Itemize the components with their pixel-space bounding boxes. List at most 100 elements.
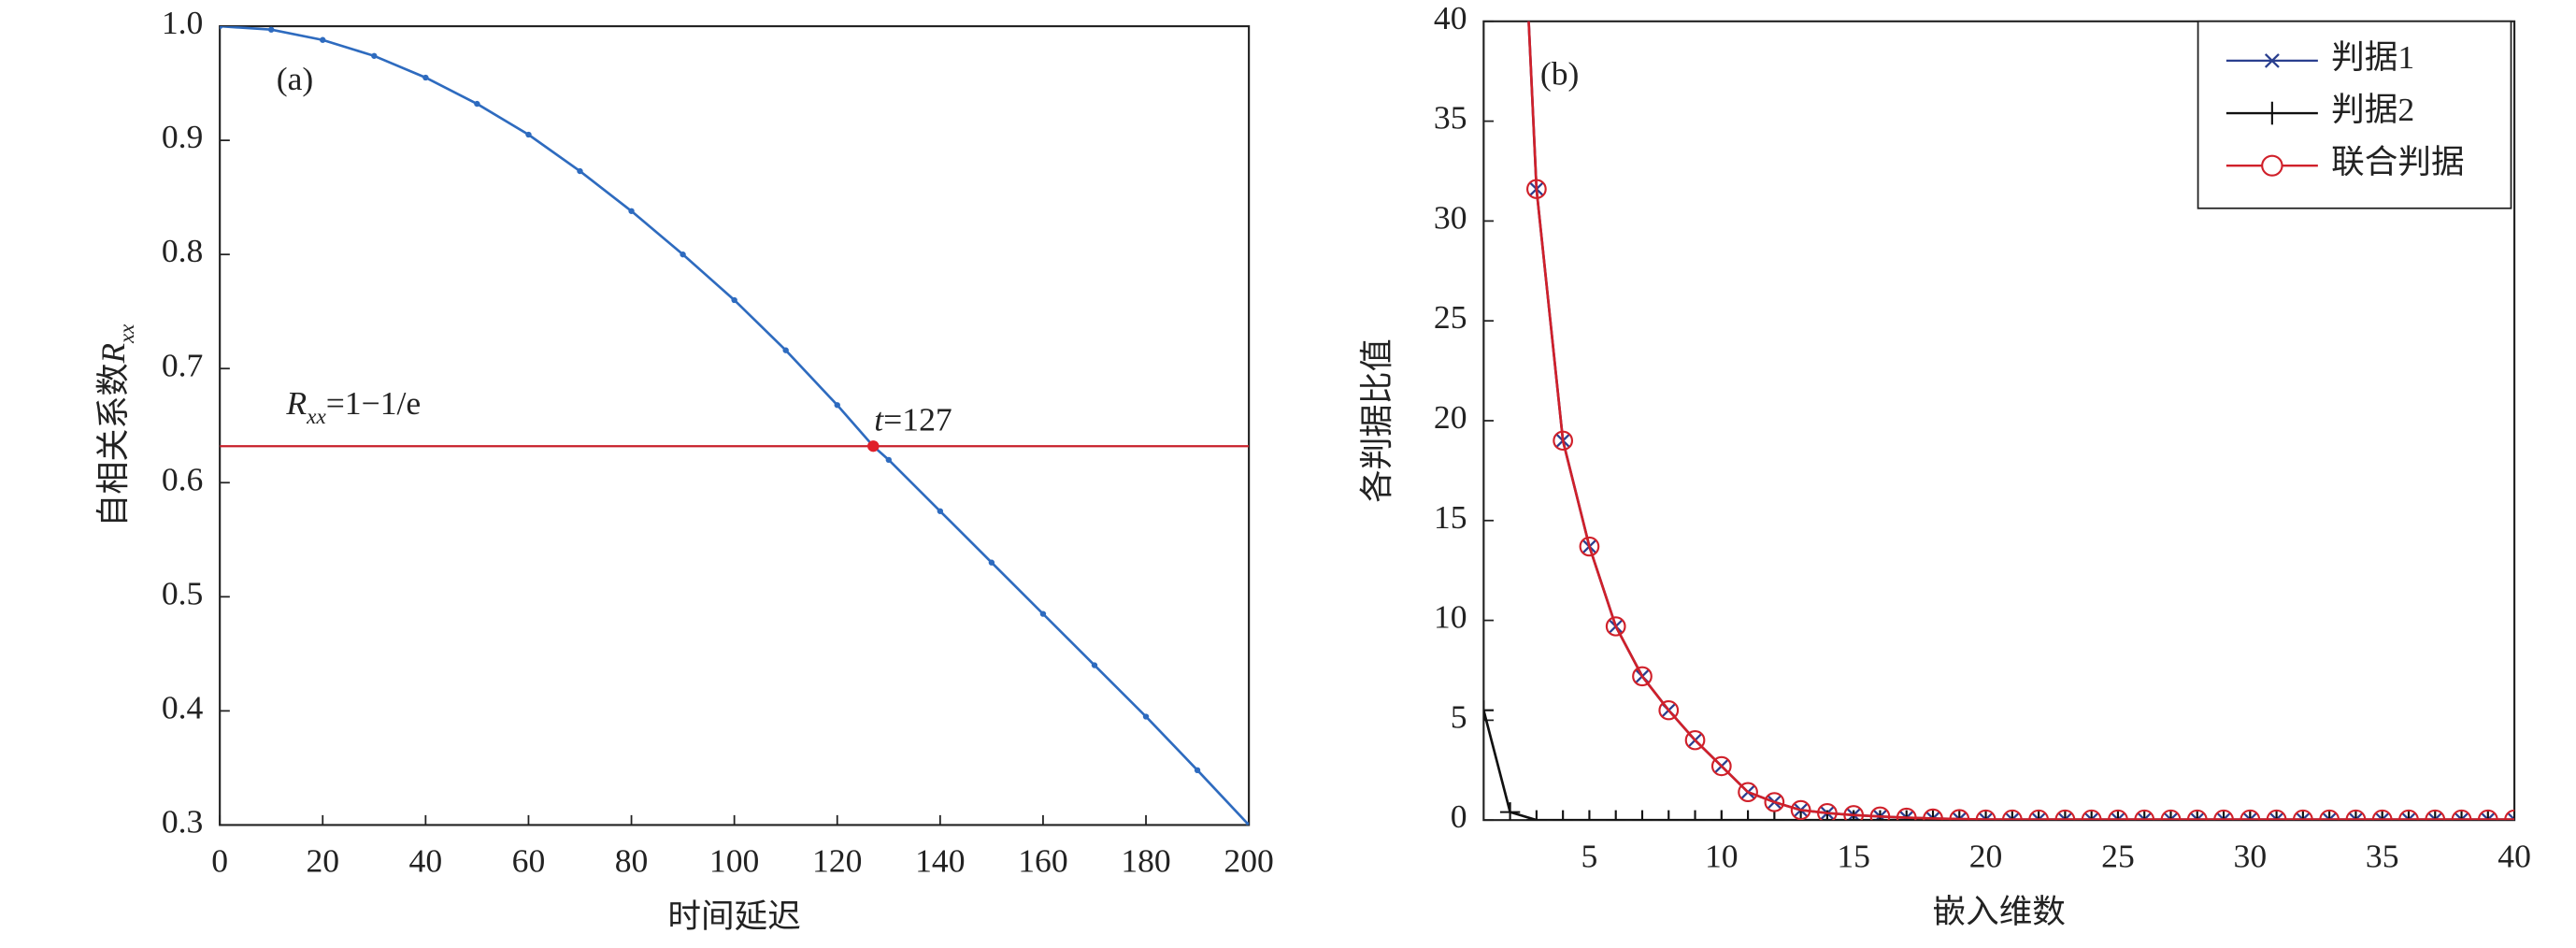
marker bbox=[2187, 810, 2208, 821]
y-tick-label: 25 bbox=[1434, 298, 1467, 336]
marker bbox=[2293, 809, 2313, 821]
marker bbox=[2425, 809, 2446, 821]
marker bbox=[1923, 810, 1943, 821]
marker bbox=[1738, 810, 1758, 821]
marker bbox=[1764, 792, 1785, 812]
marker bbox=[2160, 809, 2182, 821]
marker bbox=[731, 296, 737, 304]
marker bbox=[2186, 809, 2208, 821]
marker bbox=[2240, 809, 2261, 821]
marker bbox=[1091, 662, 1098, 668]
marker bbox=[1632, 666, 1653, 687]
marker bbox=[1658, 699, 1680, 721]
marker bbox=[1923, 808, 1943, 821]
plot-area bbox=[220, 26, 1250, 826]
marker bbox=[2240, 810, 2261, 821]
marker bbox=[2477, 809, 2498, 821]
marker bbox=[2108, 810, 2128, 821]
text-part: =127 bbox=[883, 401, 952, 438]
marker bbox=[2451, 810, 2472, 821]
text-part: 各判据比值 bbox=[1358, 338, 1395, 502]
x-tick-label: 100 bbox=[709, 842, 759, 880]
x-axis-label: 时间延迟 bbox=[667, 898, 800, 935]
marker bbox=[680, 251, 686, 258]
y-tick-label: 20 bbox=[1434, 398, 1467, 436]
annotation: Rxx=1−1/e bbox=[285, 384, 421, 427]
marker bbox=[1658, 810, 1679, 821]
marker bbox=[2266, 810, 2287, 821]
marker bbox=[2160, 810, 2182, 821]
marker bbox=[2028, 810, 2049, 821]
text-part: xx bbox=[306, 405, 326, 428]
y-tick-label: 0.9 bbox=[162, 118, 204, 155]
marker bbox=[1499, 802, 1521, 821]
marker bbox=[1039, 610, 1047, 617]
x-tick-label: 120 bbox=[812, 842, 862, 880]
annotation: t=127 bbox=[874, 401, 952, 438]
y-tick-label: 35 bbox=[1434, 99, 1467, 136]
marker bbox=[628, 208, 635, 214]
x-tick-label: 160 bbox=[1018, 842, 1067, 880]
x-tick-label: 25 bbox=[2101, 838, 2135, 875]
x-tick-label: 200 bbox=[1224, 842, 1273, 880]
y-axis-label: 各判据比值 bbox=[1358, 338, 1395, 502]
y-tick-label: 10 bbox=[1434, 598, 1467, 636]
marker bbox=[988, 559, 995, 566]
marker bbox=[2213, 809, 2234, 821]
marker bbox=[2345, 809, 2367, 821]
y-tick-label: 0.7 bbox=[162, 347, 204, 384]
legend-label: 判据2 bbox=[2331, 91, 2414, 128]
x-tick-label: 140 bbox=[915, 842, 965, 880]
marker bbox=[2398, 809, 2419, 821]
marker bbox=[2081, 810, 2102, 821]
marker bbox=[1869, 810, 1891, 821]
x-tick-label: 20 bbox=[306, 842, 339, 880]
marker bbox=[2081, 809, 2102, 821]
marker bbox=[2134, 809, 2155, 821]
highlight-point bbox=[867, 440, 880, 452]
y-tick-label: 0.6 bbox=[162, 461, 204, 498]
marker bbox=[1553, 810, 1573, 821]
text-part: xx bbox=[114, 323, 137, 344]
marker bbox=[2134, 810, 2154, 821]
marker bbox=[2478, 810, 2498, 821]
text-part: t bbox=[874, 401, 884, 438]
marker bbox=[2451, 809, 2472, 821]
marker bbox=[1843, 810, 1864, 821]
text-part: R bbox=[94, 343, 132, 364]
y-tick-label: 0.5 bbox=[162, 575, 204, 612]
y-tick-label: 40 bbox=[1434, 0, 1467, 36]
text-part: R bbox=[285, 384, 307, 422]
y-tick-label: 1.0 bbox=[162, 4, 204, 41]
y-tick-label: 30 bbox=[1434, 199, 1467, 237]
marker bbox=[2345, 810, 2367, 821]
marker bbox=[1483, 700, 1495, 721]
marker bbox=[1526, 810, 1547, 821]
marker bbox=[2371, 809, 2393, 821]
marker bbox=[1684, 730, 1706, 751]
marker bbox=[474, 100, 480, 108]
panel-label: (b) bbox=[1540, 55, 1580, 93]
x-tick-label: 80 bbox=[615, 842, 649, 880]
marker bbox=[1764, 810, 1785, 821]
x-tick-label: 35 bbox=[2366, 838, 2399, 875]
y-tick-label: 0.3 bbox=[162, 803, 204, 840]
marker bbox=[1684, 810, 1706, 821]
marker bbox=[2054, 809, 2076, 821]
legend-marker bbox=[2261, 154, 2283, 177]
y-tick-label: 0 bbox=[1451, 797, 1467, 835]
marker bbox=[2293, 810, 2313, 821]
legend-label: 判据1 bbox=[2331, 38, 2414, 76]
plot-frame bbox=[219, 25, 1251, 826]
plot-area bbox=[1483, 21, 2515, 821]
x-tick-label: 60 bbox=[512, 842, 546, 880]
marker bbox=[1710, 755, 1732, 777]
legend-marker bbox=[2264, 53, 2280, 68]
marker bbox=[2319, 810, 2340, 821]
marker bbox=[2213, 810, 2234, 821]
marker bbox=[422, 74, 429, 81]
marker bbox=[2028, 809, 2049, 821]
marker bbox=[1843, 805, 1865, 821]
marker bbox=[525, 131, 532, 138]
